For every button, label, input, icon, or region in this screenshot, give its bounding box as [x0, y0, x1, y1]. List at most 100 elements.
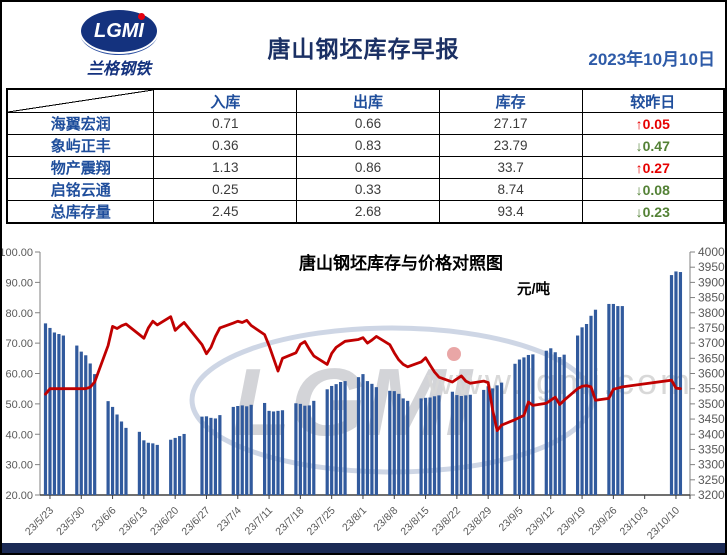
- svg-text:3600: 3600: [698, 367, 725, 381]
- svg-text:23/8/29: 23/8/29: [461, 505, 494, 538]
- svg-text:23/9/26: 23/9/26: [586, 505, 619, 538]
- outbound-value: 0.83: [296, 134, 440, 157]
- svg-text:23/9/12: 23/9/12: [524, 505, 557, 538]
- svg-text:3750: 3750: [698, 321, 725, 335]
- svg-text:23/6/13: 23/6/13: [117, 505, 150, 538]
- svg-text:3400: 3400: [698, 427, 725, 441]
- svg-text:23/7/25: 23/7/25: [305, 505, 338, 538]
- column-header-change: 较昨日: [581, 88, 725, 113]
- svg-text:3700: 3700: [698, 336, 725, 350]
- svg-text:23/10/3: 23/10/3: [618, 505, 651, 538]
- svg-text:3350: 3350: [698, 442, 725, 456]
- svg-text:23/9/5: 23/9/5: [496, 505, 525, 534]
- row-label: 海翼宏润: [6, 112, 155, 135]
- change-arrow-icon: ↑: [635, 115, 643, 132]
- inbound-value: 0.71: [153, 112, 298, 135]
- stock-value: 93.4: [438, 200, 583, 224]
- svg-text:23/10/10: 23/10/10: [645, 505, 682, 542]
- stock-value: 33.7: [438, 156, 583, 179]
- svg-text:100.00: 100.00: [2, 247, 33, 259]
- svg-text:23/6/6: 23/6/6: [90, 505, 119, 534]
- column-header-inbound: 入库: [153, 88, 298, 113]
- change-value: ↓0.47: [581, 134, 725, 157]
- svg-text:23/7/18: 23/7/18: [273, 505, 306, 538]
- row-label: 象屿正丰: [6, 134, 155, 157]
- inbound-value: 0.36: [153, 134, 298, 157]
- inbound-value: 0.25: [153, 178, 298, 201]
- svg-text:3450: 3450: [698, 412, 725, 426]
- lange-steel-logo: LGMI 兰格钢铁: [76, 10, 162, 79]
- outbound-value: 0.33: [296, 178, 440, 201]
- svg-text:3800: 3800: [698, 306, 725, 320]
- table-header-row: 入库 出库 库存 较昨日: [6, 88, 725, 113]
- svg-text:90.00: 90.00: [5, 277, 33, 289]
- change-arrow-icon: ↓: [635, 203, 643, 220]
- svg-text:LGMI: LGMI: [232, 349, 474, 456]
- svg-text:3300: 3300: [698, 458, 725, 472]
- svg-text:23/6/20: 23/6/20: [148, 505, 181, 538]
- change-value: ↑0.05: [581, 112, 725, 135]
- change-arrow-icon: ↑: [635, 159, 643, 176]
- stock-value: 8.74: [438, 178, 583, 201]
- table-row: 象屿正丰 0.36 0.83 23.79 ↓0.47: [6, 134, 725, 157]
- table-row: 启铭云通 0.25 0.33 8.74 ↓0.08: [6, 178, 725, 201]
- svg-text:23/8/8: 23/8/8: [371, 505, 400, 534]
- stock-value: 23.79: [438, 134, 583, 157]
- stock-value: 27.17: [438, 112, 583, 135]
- logo-ellipse-icon: LGMI: [81, 10, 157, 52]
- row-label: 总库存量: [6, 200, 155, 224]
- svg-text:40.00: 40.00: [5, 429, 33, 441]
- svg-text:23/7/4: 23/7/4: [215, 505, 244, 534]
- page-title: 唐山钢坯库存早报: [267, 36, 460, 62]
- table-row: 总库存量 2.45 2.68 93.4 ↓0.23: [6, 200, 725, 224]
- change-value: ↓0.08: [581, 178, 725, 201]
- svg-text:50.00: 50.00: [5, 399, 33, 411]
- column-header-stock: 库存: [438, 88, 583, 113]
- table-row: 物产震翔 1.13 0.86 33.7 ↑0.27: [6, 156, 725, 179]
- svg-text:23/8/22: 23/8/22: [430, 505, 463, 538]
- svg-text:23/7/11: 23/7/11: [242, 505, 275, 538]
- change-arrow-icon: ↓: [635, 181, 643, 198]
- chart-title: 唐山钢坯库存与价格对照图: [299, 254, 503, 273]
- inventory-table: 入库 出库 库存 较昨日 海翼宏润 0.71 0.66 27.17 ↑0.05 …: [6, 88, 725, 224]
- svg-text:3550: 3550: [698, 382, 725, 396]
- table-row: 海翼宏润 0.71 0.66 27.17 ↑0.05: [6, 112, 725, 135]
- svg-text:30.00: 30.00: [5, 460, 33, 472]
- diagonal-header-cell: [6, 88, 155, 113]
- logo-text: LGMI: [94, 19, 144, 42]
- outbound-value: 2.68: [296, 200, 440, 224]
- report-date: 2023年10月10日: [588, 50, 715, 69]
- footer-bar: [2, 543, 725, 553]
- inbound-value: 1.13: [153, 156, 298, 179]
- change-value: ↑0.27: [581, 156, 725, 179]
- change-arrow-icon: ↓: [635, 137, 643, 154]
- svg-text:3850: 3850: [698, 291, 725, 305]
- outbound-value: 0.66: [296, 112, 440, 135]
- svg-text:23/5/30: 23/5/30: [54, 505, 87, 538]
- svg-text:3250: 3250: [698, 473, 725, 487]
- column-header-outbound: 出库: [296, 88, 440, 113]
- svg-text:3500: 3500: [698, 397, 725, 411]
- svg-text:23/6/27: 23/6/27: [179, 505, 212, 538]
- svg-text:70.00: 70.00: [5, 338, 33, 350]
- row-label: 启铭云通: [6, 178, 155, 201]
- logo-red-dot-icon: [138, 13, 145, 20]
- svg-text:3650: 3650: [698, 351, 725, 365]
- svg-text:www.lgmi.com: www.lgmi.com: [426, 361, 693, 402]
- svg-text:80.00: 80.00: [5, 308, 33, 320]
- change-value: ↓0.23: [581, 200, 725, 224]
- logo-subtitle: 兰格钢铁: [86, 59, 151, 78]
- svg-text:23/8/15: 23/8/15: [398, 505, 431, 538]
- svg-text:23/9/19: 23/9/19: [555, 505, 588, 538]
- svg-text:60.00: 60.00: [5, 369, 33, 381]
- svg-text:3200: 3200: [698, 488, 725, 502]
- chart-unit-label: 元/吨: [517, 282, 551, 298]
- svg-text:23/8/1: 23/8/1: [340, 505, 369, 534]
- outbound-value: 0.86: [296, 156, 440, 179]
- row-label: 物产震翔: [6, 156, 155, 179]
- svg-text:23/5/23: 23/5/23: [23, 505, 56, 538]
- svg-text:3900: 3900: [698, 275, 725, 289]
- svg-text:20.00: 20.00: [5, 490, 33, 502]
